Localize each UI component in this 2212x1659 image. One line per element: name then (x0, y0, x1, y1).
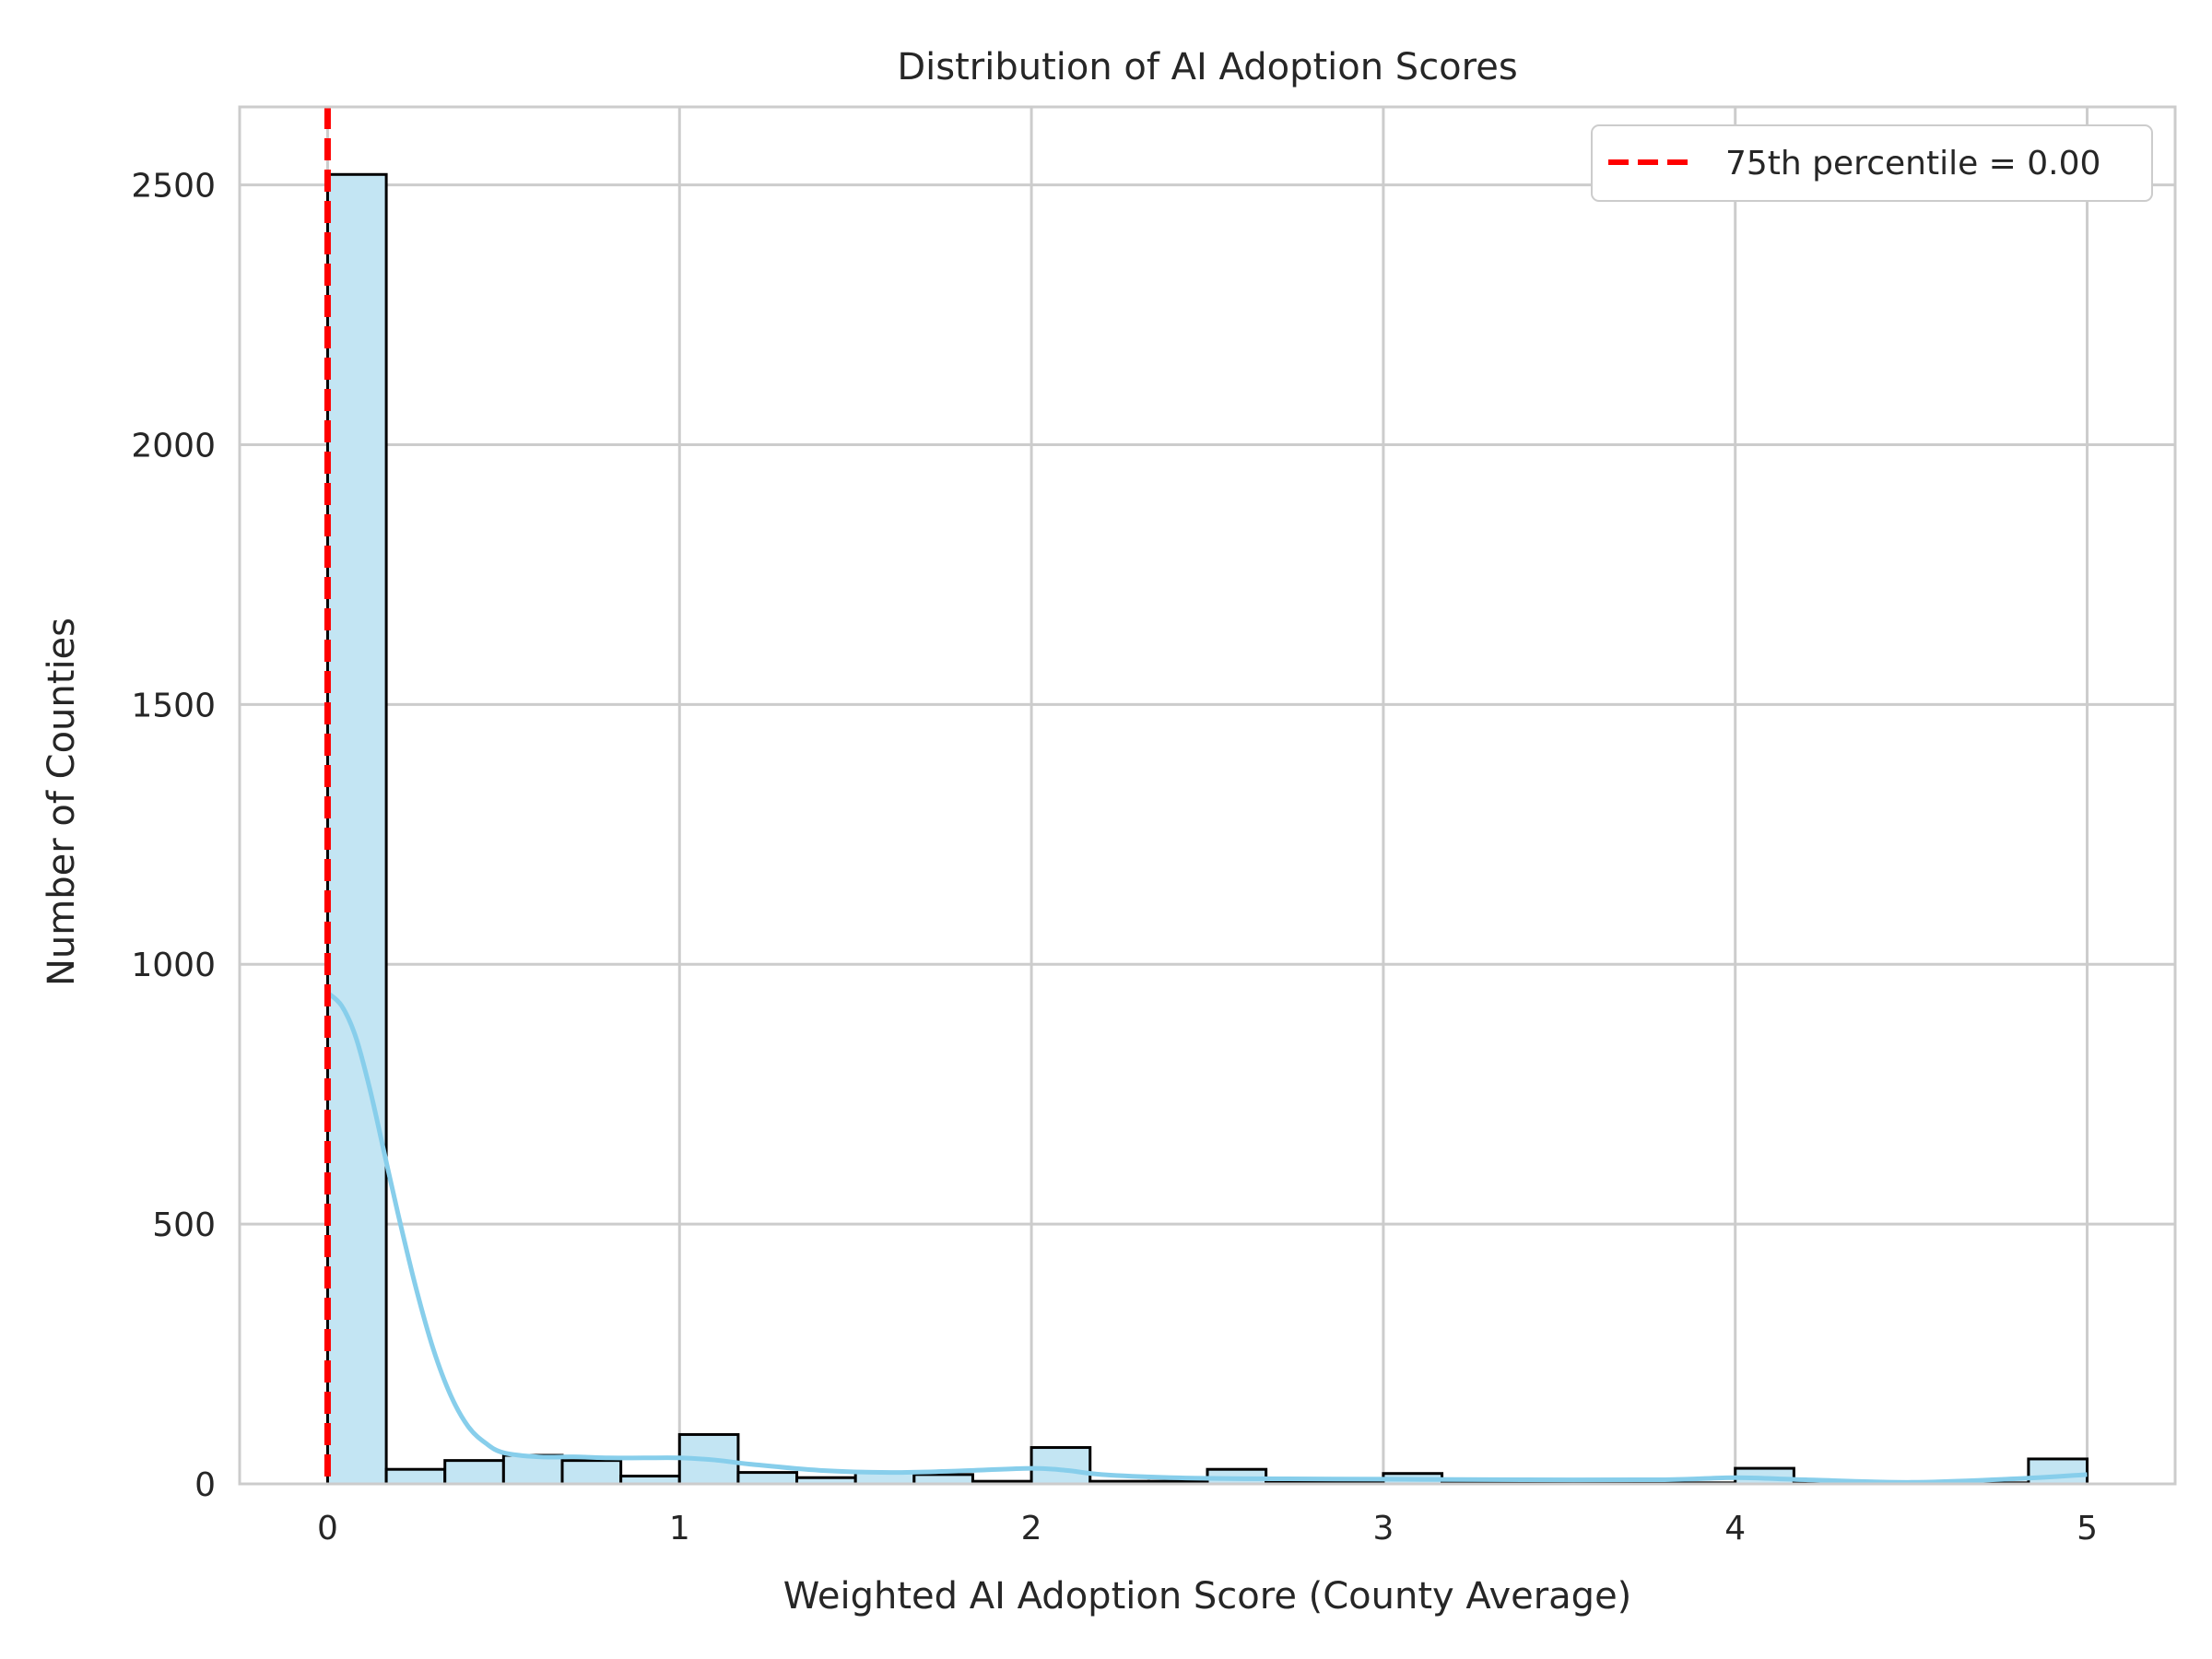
kde-curve-group (325, 991, 2088, 1485)
histogram-bar (325, 172, 388, 1486)
y-tick-label: 500 (152, 1206, 216, 1244)
histogram-bar (912, 1473, 974, 1486)
histogram-bar (501, 1453, 564, 1486)
chart-title: Distribution of AI Adoption Scores (897, 46, 1517, 88)
histogram-bar (736, 1471, 799, 1486)
y-tick-label: 1500 (131, 687, 216, 724)
y-axis-label: Number of Counties (41, 618, 83, 986)
plot-frame (238, 105, 2177, 1486)
x-tick-label: 0 (317, 1510, 338, 1547)
x-tick-label: 2 (1021, 1510, 1042, 1547)
x-axis-label: Weighted AI Adoption Score (County Avera… (783, 1575, 1632, 1618)
y-tick-labels: 0 500 1000 1500 2000 2500 (131, 168, 216, 1504)
x-tick-label: 4 (1724, 1510, 1746, 1547)
x-tick-label: 3 (1372, 1510, 1394, 1547)
histogram-bar (1030, 1446, 1092, 1486)
histogram-bar (560, 1459, 623, 1486)
y-tick-label: 2500 (131, 168, 216, 206)
legend-box (1591, 124, 2153, 202)
x-tick-label: 5 (2077, 1510, 2098, 1547)
x-tick-label: 1 (669, 1510, 690, 1547)
histogram-bar (2027, 1457, 2089, 1486)
legend: 75th percentile = 0.00 (1591, 124, 2153, 202)
y-tick-label: 2000 (131, 427, 216, 465)
kde-curve (325, 991, 2088, 1485)
x-tick-labels: 0 1 2 3 4 5 (317, 1510, 2098, 1547)
histogram-bar (443, 1459, 505, 1486)
histogram-bar (384, 1467, 447, 1486)
legend-ref-line-label: 75th percentile = 0.00 (1725, 145, 2100, 182)
y-tick-label: 1000 (131, 947, 216, 984)
grid-lines (240, 107, 2175, 1486)
y-tick-label: 0 (194, 1466, 216, 1504)
